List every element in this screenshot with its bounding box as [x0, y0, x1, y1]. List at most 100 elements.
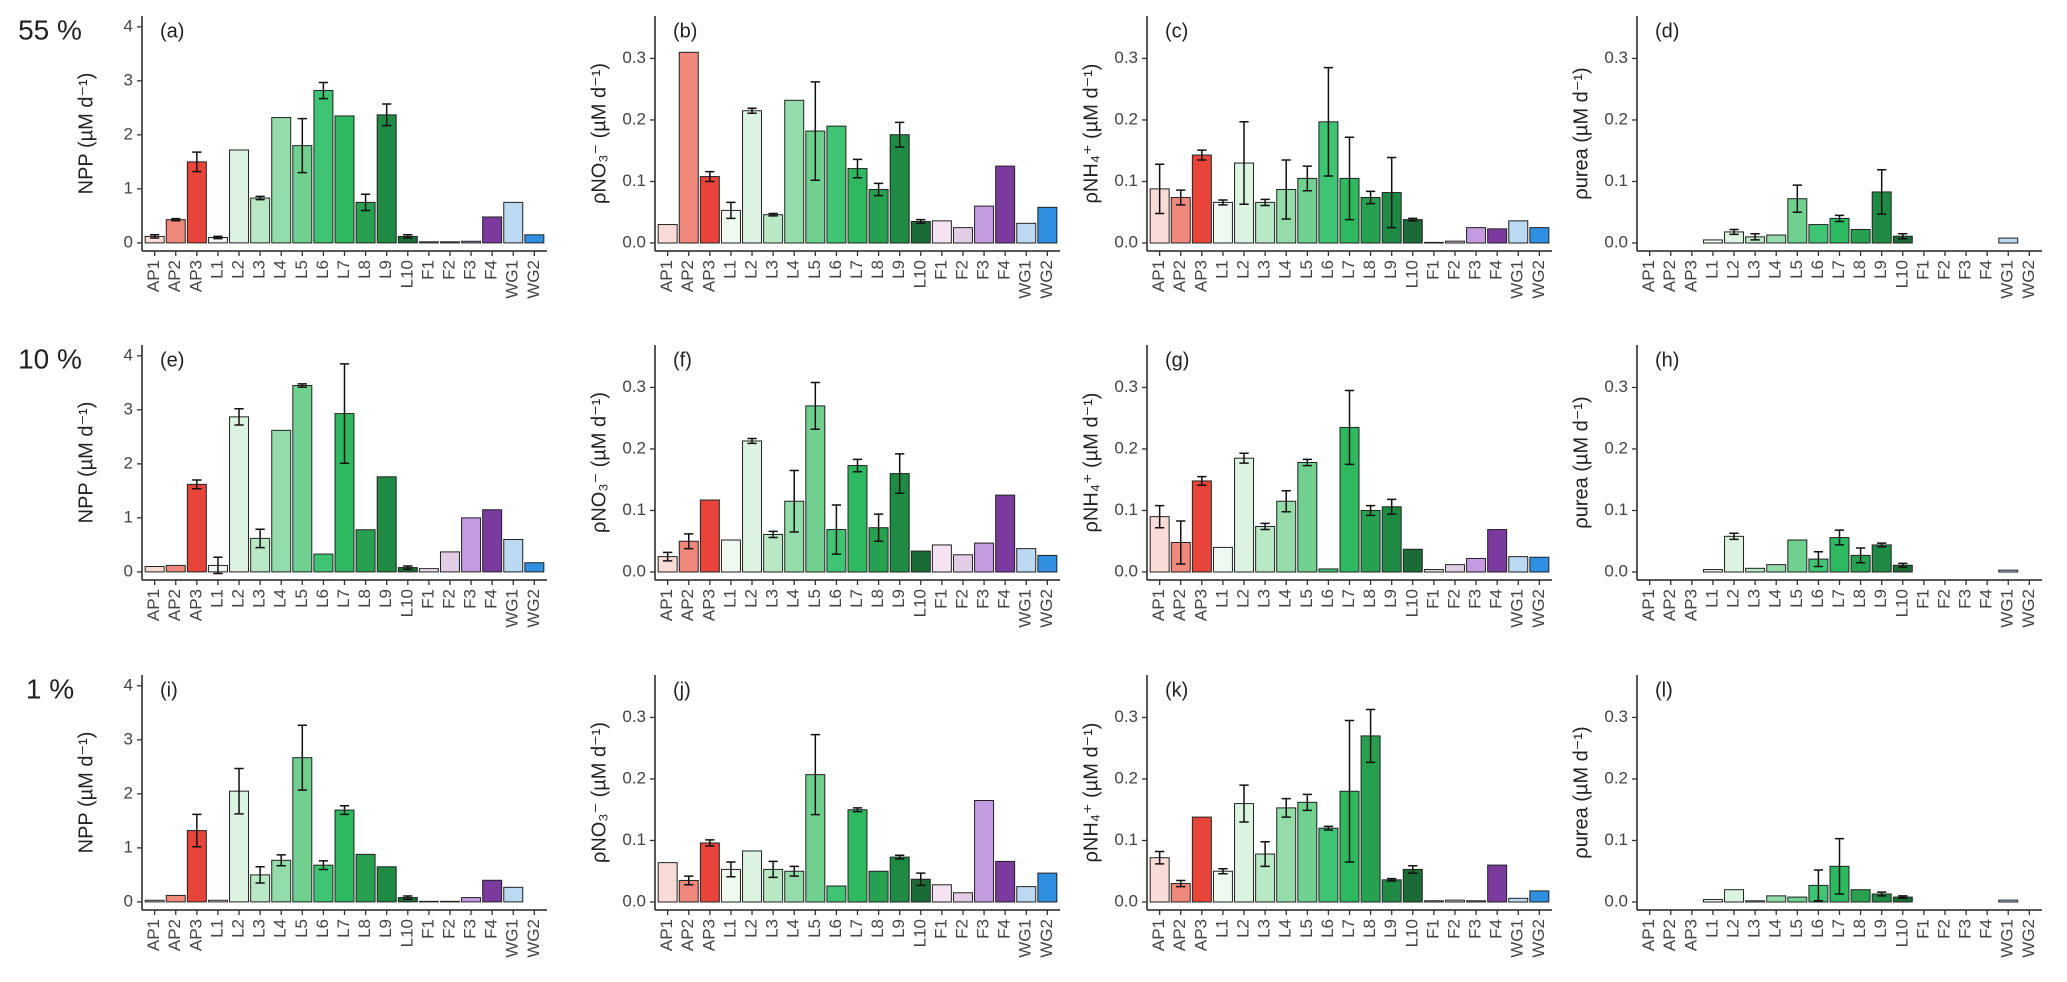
x-tick-label: L7 — [847, 589, 866, 608]
x-tick-label: WG1 — [1016, 919, 1035, 958]
bar — [482, 879, 503, 903]
x-tick-label: WG1 — [1508, 919, 1527, 958]
error-bar — [276, 854, 286, 867]
x-tick-label: F4 — [482, 260, 501, 280]
error-bar — [1260, 840, 1270, 868]
x-tick-label: L9 — [1381, 589, 1400, 608]
bar — [1487, 864, 1508, 903]
x-tick-label: F4 — [482, 589, 501, 609]
error-bar — [1176, 520, 1186, 565]
x-tick-label: L4 — [1276, 589, 1295, 608]
y-tick-label: 0.0 — [1604, 891, 1628, 910]
x-tick-label: L8 — [1360, 919, 1379, 938]
error-bar — [1197, 475, 1207, 487]
x-tick-label: L1 — [1212, 260, 1231, 279]
x-tick-label: L10 — [1402, 260, 1421, 288]
bar — [1745, 567, 1766, 573]
x-tick-label: L8 — [868, 589, 887, 608]
y-tick-label: 0.3 — [622, 707, 646, 726]
x-tick-label: F1 — [931, 589, 950, 609]
x-tick-label: L3 — [1255, 919, 1274, 938]
x-tick-label: WG1 — [1508, 589, 1527, 628]
x-tick-label: L8 — [355, 260, 374, 279]
x-tick-label: L2 — [1234, 260, 1253, 279]
x-tick-label: L8 — [1360, 260, 1379, 279]
error-bar — [810, 733, 820, 816]
x-tick-label: L6 — [1318, 589, 1337, 608]
x-tick-label: L5 — [805, 919, 824, 938]
error-bar — [297, 724, 307, 791]
x-tick-label: F2 — [439, 919, 458, 939]
x-tick-label: L5 — [805, 589, 824, 608]
x-tick-label: WG1 — [1016, 260, 1035, 299]
y-axis-label: NPP (µM d⁻¹) — [75, 73, 97, 195]
bar — [1444, 564, 1465, 573]
bar — [995, 860, 1016, 903]
bar — [1381, 506, 1402, 573]
y-axis-label: NPP (µM d⁻¹) — [75, 732, 97, 854]
bar — [1702, 569, 1723, 573]
x-tick-label: L1 — [720, 919, 739, 938]
bar — [1255, 525, 1276, 573]
y-axis-label: ρNO₃⁻ (µM d⁻¹) — [588, 722, 610, 863]
error-bar — [403, 565, 413, 570]
error-bar — [1408, 217, 1418, 222]
error-bar — [1792, 184, 1802, 213]
error-bar — [1281, 797, 1291, 818]
x-tick-label: L5 — [1787, 589, 1806, 608]
bar — [720, 539, 741, 573]
error-bar — [873, 182, 884, 197]
bar — [313, 553, 334, 573]
error-bar — [1813, 869, 1824, 902]
row-label: 1 % — [26, 673, 74, 704]
x-tick-label: L7 — [334, 589, 353, 608]
error-bar — [747, 107, 757, 114]
x-tick-label: AP2 — [165, 919, 184, 951]
error-bar — [255, 195, 265, 201]
x-tick-label: F3 — [1466, 260, 1485, 280]
error-bar — [1344, 389, 1355, 466]
bar — [165, 219, 186, 244]
y-tick-label: 0.3 — [1114, 48, 1138, 67]
panel-label: (h) — [1655, 349, 1679, 371]
bar — [334, 809, 355, 903]
error-bar — [789, 469, 799, 533]
x-tick-label: L8 — [355, 919, 374, 938]
x-tick-label: L9 — [1381, 919, 1400, 938]
x-tick-label: AP3 — [699, 589, 718, 621]
error-bar — [852, 458, 863, 473]
x-tick-label: AP1 — [1149, 919, 1168, 951]
x-tick-label: F4 — [1977, 919, 1996, 939]
x-tick-label: AP1 — [657, 919, 676, 951]
panel-label: (d) — [1655, 20, 1679, 42]
x-tick-label: L1 — [1702, 919, 1721, 938]
x-tick-label: L3 — [1745, 589, 1764, 608]
y-tick-label: 0 — [124, 232, 133, 251]
bar — [1808, 224, 1829, 244]
panel-label: (l) — [1655, 679, 1673, 701]
y-axis-label: ρNH₄⁺ (µM d⁻¹) — [1080, 393, 1102, 533]
error-bar — [1877, 891, 1887, 897]
y-tick-label: 3 — [124, 70, 133, 89]
x-tick-label: L2 — [742, 919, 761, 938]
error-bar — [1729, 228, 1739, 236]
x-tick-label: L4 — [784, 589, 803, 608]
panel-label: (b) — [673, 20, 697, 42]
error-bar — [873, 513, 884, 542]
bar — [503, 201, 524, 244]
x-tick-label: F4 — [995, 260, 1014, 280]
x-tick-label: L4 — [784, 919, 803, 938]
bar — [847, 809, 868, 903]
x-tick-label: F2 — [952, 589, 971, 609]
error-bar — [1898, 895, 1908, 900]
error-bar — [297, 383, 307, 388]
x-tick-label: F2 — [952, 919, 971, 939]
bar — [699, 842, 720, 903]
x-tick-label: L4 — [1766, 919, 1785, 938]
x-tick-label: L4 — [271, 260, 290, 279]
panel-label: (j) — [673, 679, 691, 701]
x-tick-label: F1 — [418, 260, 437, 280]
x-tick-label: AP3 — [186, 919, 205, 951]
bar — [1016, 222, 1037, 244]
x-tick-label: WG1 — [1998, 589, 2017, 628]
